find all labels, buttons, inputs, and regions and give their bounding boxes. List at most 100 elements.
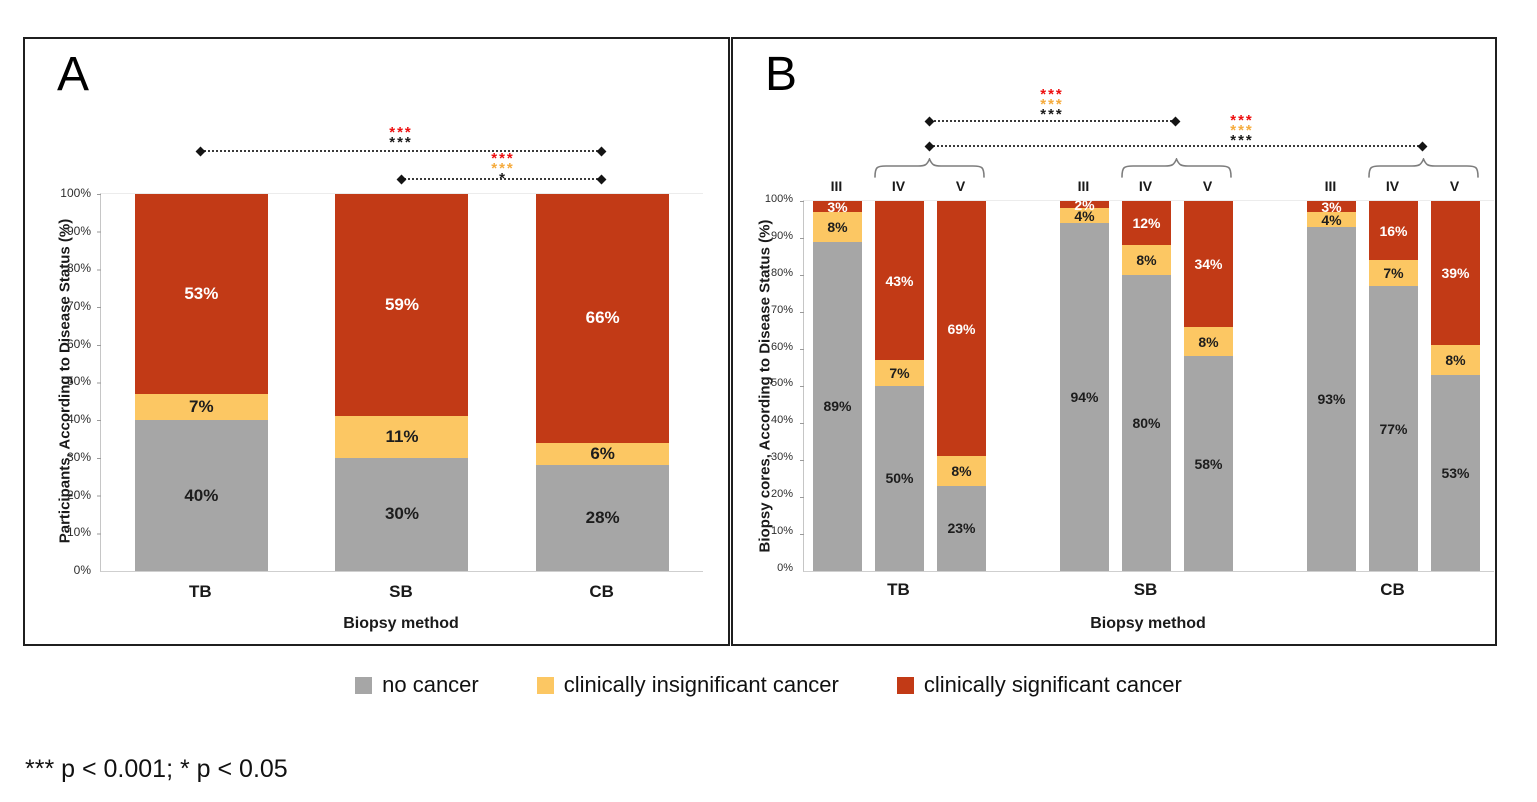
segment-insignificant_cancer: 4% — [1307, 212, 1356, 228]
segment-value-label: 11% — [385, 427, 419, 447]
grade-label-V: V — [1449, 178, 1460, 194]
segment-significant_cancer: 3% — [813, 198, 862, 215]
plot-area: 3% 8% 89% 43% 7% 50% 69% 8% 23% 2% 4% 94% 12% 8% 80% 34… — [800, 197, 1494, 572]
grade-label-IV: IV — [1385, 178, 1400, 194]
y-tick-label: 80% — [66, 261, 91, 276]
y-tick-label: 70% — [770, 303, 793, 316]
segment-no_cancer: 77% — [1369, 286, 1418, 571]
bar-group-CB: 66% 6% 28% — [536, 194, 670, 571]
significance-stars-tb-cb: *** *** *** — [1187, 113, 1297, 148]
segment-insignificant_cancer: 8% — [937, 456, 986, 486]
segment-value-label: 30% — [384, 504, 419, 524]
y-tick-label: 30% — [770, 451, 793, 464]
x-axis-title: Biopsy method — [1090, 615, 1206, 632]
significance-stars-tb-cb: *** *** — [346, 124, 456, 150]
segment-no_cancer: 93% — [1307, 226, 1356, 571]
y-tick-label: 50% — [770, 377, 793, 390]
bars-container: 53% 7% 40% 59% 11% 30% 66% 6% 28% — [101, 194, 703, 571]
legend-item: clinically significant cancer — [896, 672, 1182, 698]
significance-star-row: *** — [1040, 86, 1064, 103]
significance-star-row: * — [499, 170, 507, 187]
y-tick-label: 90% — [66, 223, 91, 238]
segment-no_cancer: 53% — [1431, 374, 1480, 571]
segment-value-label: 53% — [1441, 464, 1470, 481]
segment-significant_cancer: 16% — [1369, 201, 1418, 261]
grade-labels-SB: III IV V — [1059, 178, 1232, 194]
segment-insignificant_cancer: 4% — [1060, 207, 1109, 224]
significance-star-row: *** — [389, 124, 413, 141]
segment-value-label: 59% — [384, 295, 419, 315]
legend-label: clinically significant cancer — [923, 672, 1182, 697]
segment-no_cancer: 80% — [1122, 274, 1171, 571]
segment-significant_cancer: 12% — [1122, 201, 1171, 246]
segment-insignificant_cancer: 7% — [134, 393, 268, 421]
segment-significant_cancer: 39% — [1431, 201, 1480, 346]
bar-TB: 53% 7% 40% — [134, 194, 268, 571]
segment-value-label: 3% — [827, 198, 848, 215]
segment-value-label: 28% — [585, 508, 620, 528]
segment-value-label: 77% — [1379, 420, 1408, 437]
segment-significant_cancer: 53% — [134, 194, 268, 394]
segment-significant_cancer: 66% — [536, 194, 670, 443]
segment-value-label: 8% — [827, 218, 848, 235]
segment-value-label: 50% — [885, 470, 914, 487]
legend-item: no cancer — [355, 672, 479, 698]
segment-value-label: 4% — [1074, 207, 1095, 224]
panel-a: A *** *** *** *** * Participants, According… — [23, 37, 730, 646]
y-axis-tick-labels: 100% 90% 80% 70% 60% 50% 40% 30% 20% 10% 0% — [25, 187, 91, 576]
panel-a-label: A — [57, 48, 90, 101]
bars-container: 3% 8% 89% 43% 7% 50% 69% 8% 23% 2% 4% 94% 12% 8% 80% 34… — [804, 197, 1494, 571]
y-tick-label: 0% — [73, 562, 91, 577]
diamond-endpoint-icon — [195, 146, 206, 156]
bar-SB-V: 34% 8% 58% — [1184, 201, 1233, 571]
grade-label-III: III — [830, 178, 843, 194]
grade-label-III: III — [1324, 178, 1337, 194]
significance-line-tb-cb — [924, 141, 1428, 151]
segment-value-label: 53% — [184, 283, 219, 303]
y-tick-label: 10% — [66, 525, 91, 540]
category-label-TB: TB — [887, 580, 910, 599]
segment-no_cancer: 89% — [813, 241, 862, 571]
y-tick-label: 20% — [66, 487, 91, 502]
legend-label: no cancer — [382, 672, 479, 697]
significance-stars-sb-cb: *** *** * — [448, 150, 558, 187]
segment-value-label: 7% — [189, 396, 214, 416]
grade-label-IV: IV — [1138, 178, 1153, 194]
segment-significant_cancer: 34% — [1184, 201, 1233, 327]
y-tick-label: 100% — [60, 186, 91, 200]
y-tick-label: 100% — [764, 193, 793, 205]
y-axis-tick-marks — [800, 201, 804, 571]
segment-value-label: 8% — [1445, 352, 1466, 369]
segment-value-label: 39% — [1441, 265, 1470, 282]
bar-SB-III: 2% 4% 94% — [1060, 197, 1109, 571]
segment-value-label: 34% — [1194, 255, 1223, 272]
segment-significant_cancer: 43% — [875, 201, 924, 361]
grade-label-IV: IV — [891, 178, 906, 194]
significance-star-row: *** — [491, 150, 515, 167]
legend-swatch-significant_cancer — [896, 676, 914, 694]
significance-line-tb-cb — [195, 146, 607, 156]
segment-value-label: 8% — [1198, 333, 1219, 350]
grade-label-V: V — [955, 178, 966, 194]
bar-CB-III: 3% 4% 93% — [1307, 199, 1356, 571]
bar-CB: 66% 6% 28% — [536, 194, 670, 571]
grade-label-III: III — [1077, 178, 1090, 194]
significance-footnote: *** p < 0.001; * p < 0.05 — [25, 755, 288, 783]
segment-no_cancer: 30% — [335, 457, 469, 571]
segment-significant_cancer: 59% — [335, 194, 469, 417]
y-axis-tick-labels: 100% 90% 80% 70% 60% 50% 40% 30% 20% 10% 0% — [733, 194, 793, 574]
segment-significant_cancer: 2% — [1060, 197, 1109, 213]
y-tick-label: 40% — [770, 414, 793, 427]
bar-CB-IV: 16% 7% 77% — [1369, 201, 1418, 571]
grade-label-V: V — [1202, 178, 1213, 194]
category-label-CB: CB — [1380, 580, 1405, 599]
category-label-SB: SB — [1133, 580, 1158, 599]
y-tick-label: 10% — [770, 525, 793, 538]
y-tick-label: 40% — [66, 412, 91, 427]
segment-value-label: 93% — [1317, 390, 1346, 407]
category-label-SB: SB — [389, 582, 413, 601]
segment-value-label: 2% — [1074, 196, 1095, 213]
curly-brace-tb-iv-v — [874, 158, 985, 178]
significance-star-row: *** — [1230, 122, 1254, 139]
segment-value-label: 43% — [885, 272, 914, 289]
